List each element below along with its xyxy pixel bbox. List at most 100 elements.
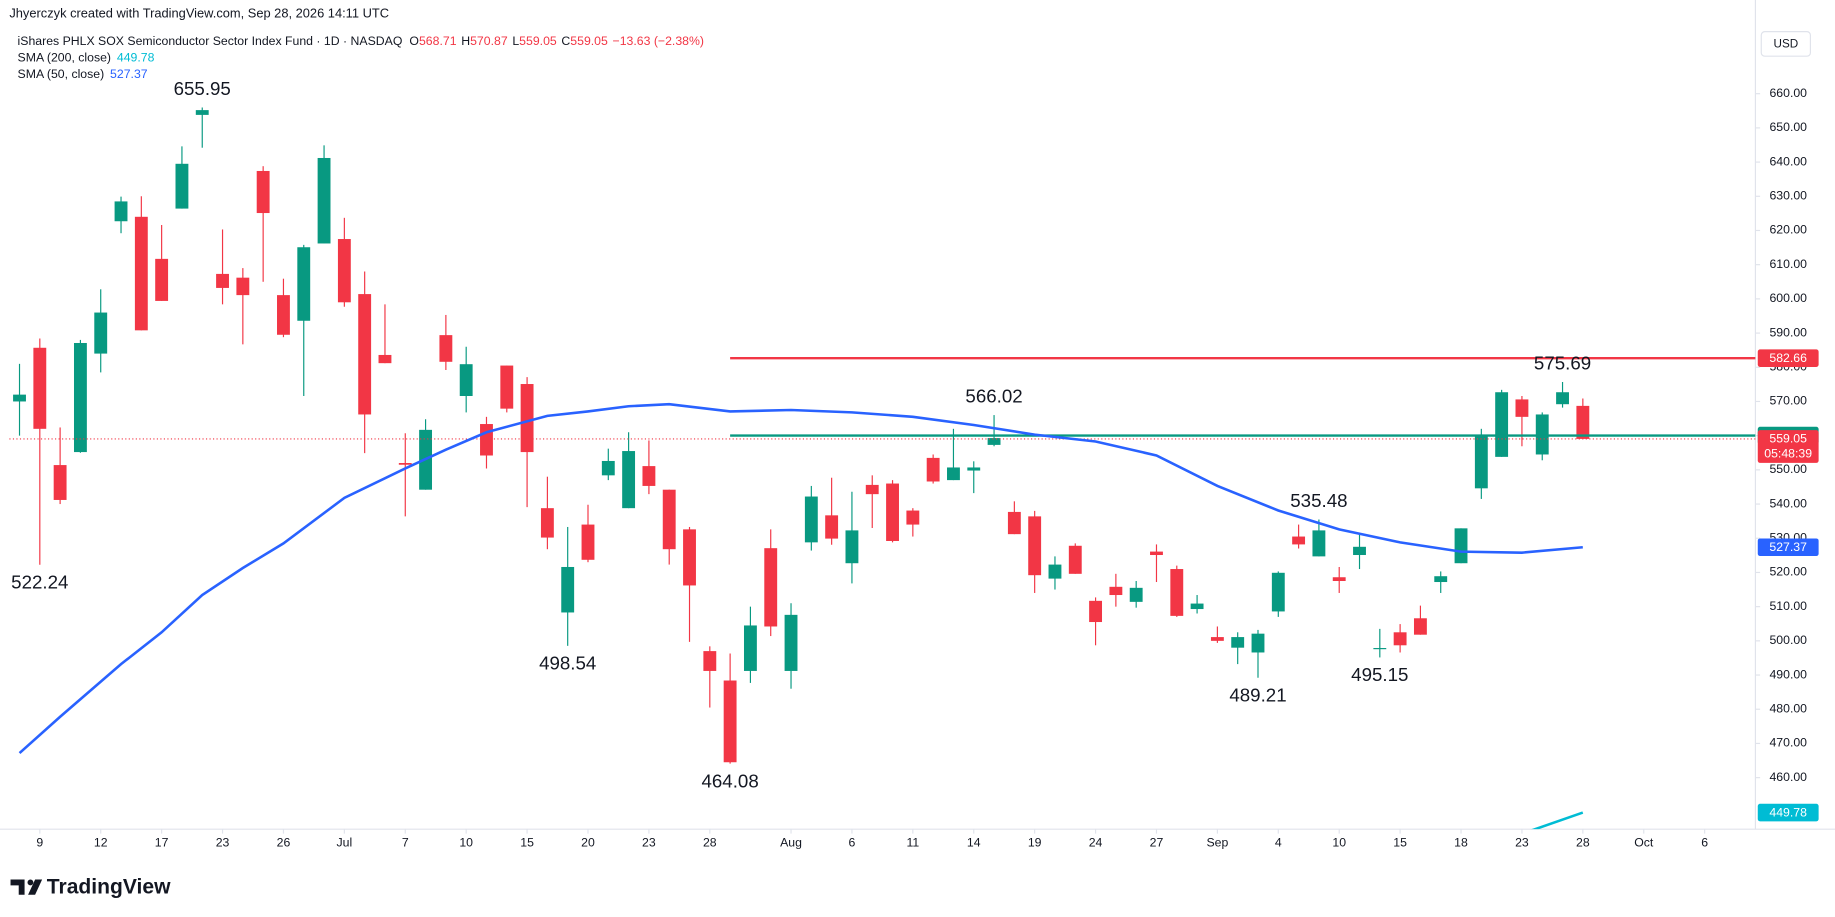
legend-value: 559.05 <box>519 34 557 48</box>
x-tick-label: 17 <box>155 835 169 849</box>
price-annotation: 566.02 <box>965 385 1022 406</box>
x-tick-label: 12 <box>94 835 108 849</box>
candle-body <box>1068 545 1082 574</box>
candle-body <box>1271 572 1285 612</box>
y-tick-label: 540.00 <box>1769 496 1807 510</box>
candle-body <box>1210 637 1224 641</box>
candle-body <box>1312 530 1326 557</box>
candle-body <box>804 496 818 543</box>
candle-body <box>1129 587 1143 602</box>
price-annotation: 575.69 <box>1534 352 1591 373</box>
candle-body <box>967 467 981 471</box>
x-tick-label: 23 <box>1515 835 1529 849</box>
candle-body <box>13 394 26 402</box>
candle-body <box>703 651 717 671</box>
legend-value: 568.71 <box>419 34 457 48</box>
sma-line <box>18 402 1583 755</box>
logo-icon <box>10 879 43 895</box>
candle-body <box>1089 600 1103 623</box>
x-tick-label: 27 <box>1150 835 1164 849</box>
x-tick-label: 19 <box>1028 835 1042 849</box>
candle-body <box>906 510 920 525</box>
candle-body <box>94 312 108 354</box>
countdown: 05:48:39 <box>1764 446 1812 460</box>
candle-body <box>155 258 169 301</box>
x-tick-label: 6 <box>849 835 856 849</box>
legend-key: O <box>409 34 419 48</box>
x-tick-label: 15 <box>520 835 534 849</box>
line-price-label: 582.66 <box>1769 351 1807 365</box>
candle-body <box>439 335 453 362</box>
candle-body <box>784 614 798 671</box>
y-tick-label: 500.00 <box>1769 633 1807 647</box>
legend-change: −13.63 (−2.38%) <box>613 34 704 48</box>
price-annotation: 495.15 <box>1351 664 1408 685</box>
candle-body <box>1373 648 1387 650</box>
candle-body <box>358 294 372 415</box>
x-tick-label: Sep <box>1206 835 1228 849</box>
candle-body <box>500 365 514 409</box>
candle-body <box>520 384 534 453</box>
y-tick-label: 640.00 <box>1769 154 1807 168</box>
y-tick-label: 590.00 <box>1769 325 1807 339</box>
legend-name: SMA (200, close) <box>18 51 111 65</box>
candle-body <box>1292 536 1306 545</box>
price-annotation: 655.95 <box>174 78 231 99</box>
x-tick-label: 10 <box>459 835 473 849</box>
candle-body <box>683 529 696 586</box>
legend-key: C <box>561 34 570 48</box>
candle-body <box>540 508 554 538</box>
x-tick-label: 9 <box>36 835 43 849</box>
x-tick-label: 6 <box>1701 835 1708 849</box>
legend-symbol: iShares PHLX SOX Semiconductor Sector In… <box>18 34 403 48</box>
candle-body <box>297 247 311 321</box>
candle-body <box>987 438 1001 445</box>
x-tick-label: Jul <box>337 835 353 849</box>
candle-body <box>1007 511 1021 535</box>
candle-body <box>662 489 676 550</box>
logo-icon-dot <box>27 879 34 886</box>
candle-body <box>947 467 960 481</box>
y-tick-label: 480.00 <box>1769 701 1807 715</box>
legend-name: SMA (50, close) <box>18 67 105 81</box>
y-tick-label: 650.00 <box>1769 120 1807 134</box>
x-tick-label: 28 <box>1576 835 1590 849</box>
y-tick-label: 660.00 <box>1769 86 1807 100</box>
x-tick-label: 11 <box>906 835 919 849</box>
candle-body <box>926 457 940 482</box>
price-annotation: 522.24 <box>11 571 68 592</box>
x-tick-label: 26 <box>277 835 291 849</box>
currency: USD <box>1774 38 1799 51</box>
candle-body <box>1434 576 1448 583</box>
x-tick-label: 15 <box>1393 835 1407 849</box>
x-tick-label: 24 <box>1089 835 1103 849</box>
candle-body <box>1393 632 1407 646</box>
candle-body <box>114 201 128 222</box>
candle-body <box>256 170 270 214</box>
candle-body <box>1556 392 1569 405</box>
legend-value: 570.87 <box>470 34 508 48</box>
candle-body <box>601 460 615 476</box>
y-tick-label: 510.00 <box>1769 599 1807 613</box>
candle-body <box>1109 586 1123 596</box>
candle-body <box>398 463 412 465</box>
x-tick-label: 23 <box>642 835 656 849</box>
candle-body <box>195 110 209 115</box>
candle-body <box>1190 603 1204 610</box>
currency-box[interactable] <box>1760 31 1812 57</box>
candle-body <box>33 347 47 429</box>
candle-body <box>1150 551 1163 556</box>
sma-line <box>1531 811 1584 830</box>
candle-body <box>1251 633 1265 653</box>
logo: TradingView <box>10 875 171 898</box>
candle-body <box>1454 528 1468 564</box>
candle-body <box>134 216 148 331</box>
candle-body <box>581 524 595 560</box>
candle-body <box>1576 405 1590 439</box>
candle-body <box>1231 637 1245 648</box>
axes: 460.00 470.00 480.00 490.00 500.00 510.00 520.… <box>36 86 1819 849</box>
candle-body <box>175 163 189 209</box>
